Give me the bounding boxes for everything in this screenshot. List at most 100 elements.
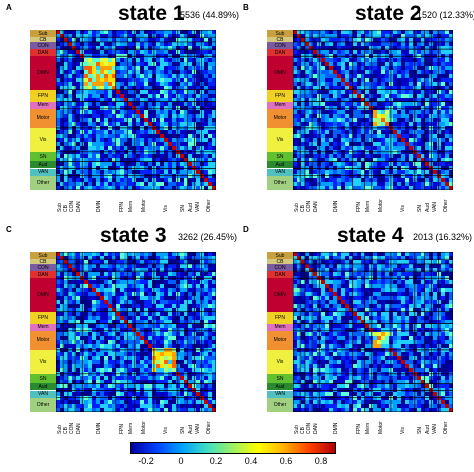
network-label-sn: SN (267, 373, 293, 384)
network-xlabel-vis: Vis (399, 427, 406, 434)
network-xlabel-mem: Mem (128, 200, 135, 212)
network-label-motor: Motor (30, 108, 56, 128)
connectivity-matrix (56, 30, 216, 190)
network-label-aud: Aud (267, 383, 293, 391)
network-xlabel-dan: DAN (312, 201, 319, 212)
network-xlabel-sub: Sub (293, 203, 300, 212)
colorbar: -0.2 0 0.2 0.4 0.6 0.8 (130, 442, 336, 468)
network-xlabel-van: VAN (195, 424, 202, 434)
network-xlabel-dmn: DMN (95, 200, 102, 212)
network-xlabel-fpn: FPN (355, 424, 362, 434)
network-label-fpn: FPN (267, 311, 293, 324)
network-xlabel-aud: Aud (424, 203, 431, 212)
network-xlabel-other: Other (205, 199, 212, 212)
network-xlabel-fpn: FPN (355, 202, 362, 212)
network-xlabel-other: Other (205, 421, 212, 434)
network-label-other: Other (267, 397, 293, 412)
network-xlabel-sub: Sub (293, 425, 300, 434)
network-label-mem: Mem (30, 323, 56, 331)
colorbar-tick: 0.2 (209, 456, 223, 466)
network-label-dmn: DMN (30, 278, 56, 312)
network-label-fpn: FPN (30, 311, 56, 324)
network-xlabel-mem: Mem (365, 200, 372, 212)
network-label-van: VAN (267, 390, 293, 398)
network-xlabel-van: VAN (195, 202, 202, 212)
network-xlabel-motor: Motor (378, 421, 385, 434)
network-xlabel-vis: Vis (162, 205, 169, 212)
network-xlabel-con: CON (68, 200, 75, 212)
network-label-mem: Mem (267, 323, 293, 331)
network-xlabel-other: Other (442, 199, 449, 212)
network-xlabel-motor: Motor (378, 199, 385, 212)
network-xlabel-motor: Motor (141, 421, 148, 434)
network-label-dmn: DMN (30, 56, 56, 90)
state-count: 1520 (12.33%) (417, 10, 474, 20)
network-label-other: Other (30, 175, 56, 190)
network-label-fpn: FPN (30, 89, 56, 102)
network-xlabel-cb: CB (299, 427, 306, 434)
panel-letter: C (6, 225, 12, 234)
network-xlabel-sn: SN (179, 205, 186, 212)
network-xlabel-fpn: FPN (118, 202, 125, 212)
panel-letter: B (243, 3, 249, 12)
network-label-cb: CB (30, 37, 56, 42)
network-xlabel-dan: DAN (75, 423, 82, 434)
network-label-sub: Sub (267, 30, 293, 38)
network-xlabel-sub: Sub (56, 203, 63, 212)
connectivity-matrix (56, 252, 216, 412)
network-xlabel-sn: SN (416, 427, 423, 434)
network-xlabel-sub: Sub (56, 425, 63, 434)
network-label-sub: Sub (30, 30, 56, 38)
colorbar-tick: -0.2 (138, 456, 154, 466)
network-xlabel-motor: Motor (141, 199, 148, 212)
network-label-con: CON (267, 263, 293, 272)
network-label-vis: Vis (267, 127, 293, 152)
network-label-motor: Motor (267, 330, 293, 350)
network-xlabel-dmn: DMN (332, 200, 339, 212)
network-xlabel-other: Other (442, 421, 449, 434)
network-xlabel-dmn: DMN (332, 422, 339, 434)
network-xlabel-dan: DAN (75, 201, 82, 212)
network-xlabel-con: CON (305, 200, 312, 212)
network-label-con: CON (267, 41, 293, 50)
network-xlabel-dan: DAN (312, 423, 319, 434)
network-label-van: VAN (267, 168, 293, 176)
network-xlabel-vis: Vis (399, 205, 406, 212)
network-label-dan: DAN (30, 49, 56, 57)
connectivity-matrix (293, 30, 453, 190)
network-label-dan: DAN (267, 49, 293, 57)
network-label-motor: Motor (267, 108, 293, 128)
network-label-aud: Aud (30, 383, 56, 391)
state-title: state 3 (100, 224, 167, 247)
state-title: state 1 (118, 2, 185, 25)
network-label-sn: SN (30, 373, 56, 384)
network-label-van: VAN (30, 168, 56, 176)
network-label-vis: Vis (30, 127, 56, 152)
network-label-cb: CB (30, 259, 56, 264)
state-title: state 2 (355, 2, 422, 25)
network-xlabel-sn: SN (416, 205, 423, 212)
panel-letter: A (6, 3, 12, 12)
network-xlabel-cb: CB (62, 427, 69, 434)
network-xlabel-aud: Aud (424, 425, 431, 434)
network-xlabel-mem: Mem (128, 422, 135, 434)
network-label-mem: Mem (267, 101, 293, 109)
network-xlabel-vis: Vis (162, 427, 169, 434)
network-label-sub: Sub (267, 252, 293, 260)
network-xlabel-dmn: DMN (95, 422, 102, 434)
network-label-dan: DAN (267, 271, 293, 279)
state-count: 3262 (26.45%) (178, 232, 238, 242)
network-label-vis: Vis (30, 349, 56, 374)
state-count: 5536 (44.89%) (180, 10, 240, 20)
colorbar-tick: 0 (178, 456, 184, 466)
panel-letter: D (243, 225, 249, 234)
network-xlabel-aud: Aud (187, 203, 194, 212)
network-xlabel-cb: CB (299, 205, 306, 212)
network-label-other: Other (30, 397, 56, 412)
connectivity-matrix (293, 252, 453, 412)
network-label-con: CON (30, 41, 56, 50)
network-xlabel-sn: SN (179, 427, 186, 434)
